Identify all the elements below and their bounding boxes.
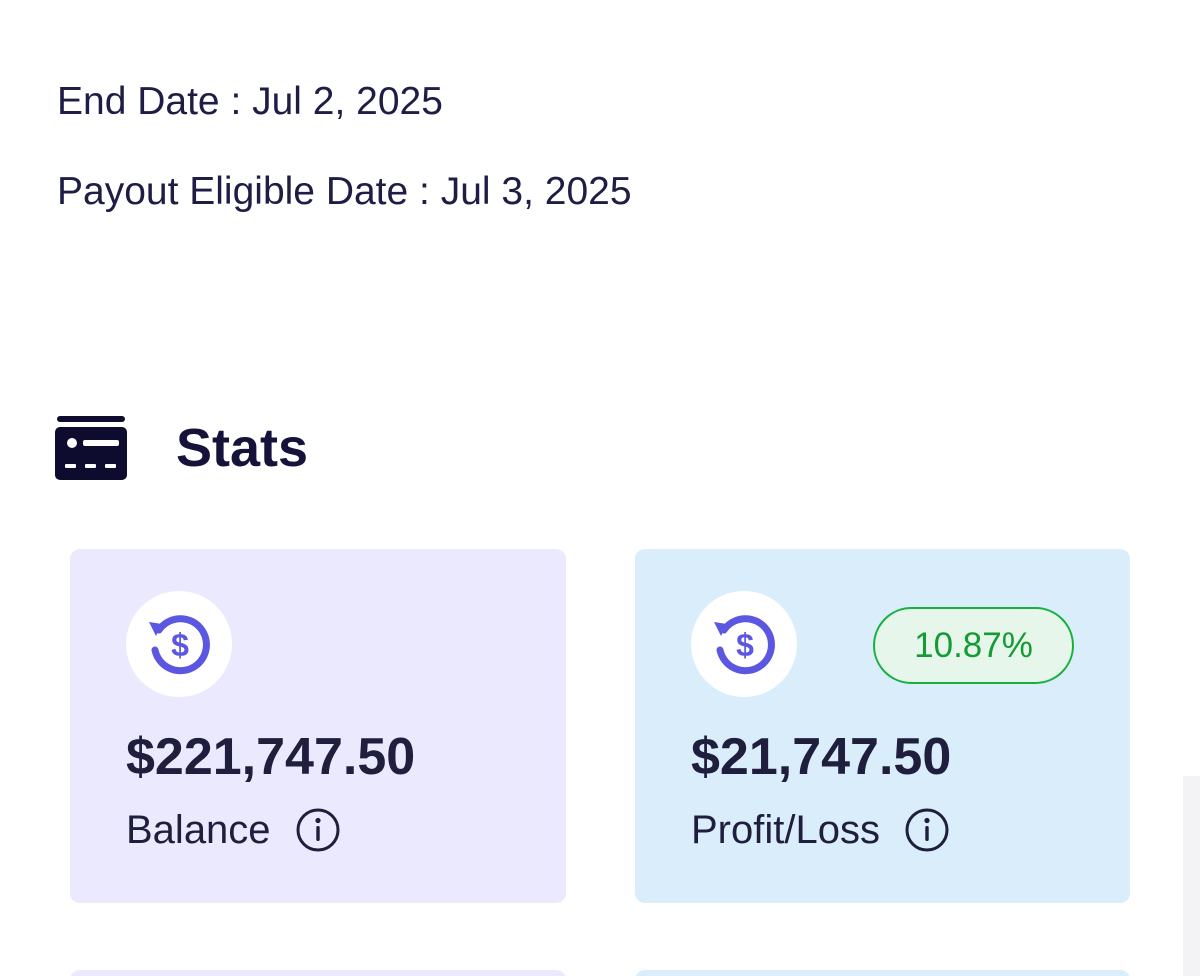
profit-percent-badge: 10.87% (873, 607, 1074, 684)
info-icon[interactable] (295, 807, 341, 853)
dollar-refresh-icon: $ (714, 615, 775, 675)
balance-coin-badge: $ (126, 591, 232, 697)
svg-text:$: $ (736, 627, 754, 663)
profit-loss-coin-badge: $ (691, 591, 797, 697)
profit-loss-label: Profit/Loss (691, 808, 880, 852)
next-card-peek-left (70, 970, 566, 976)
balance-amount: $221,747.50 (126, 728, 416, 786)
dollar-refresh-icon: $ (149, 615, 210, 675)
stats-title: Stats (176, 418, 309, 478)
scroll-edge (1183, 776, 1200, 976)
profit-loss-card: $ 10.87% $21,747.50 Profit/Loss (635, 549, 1130, 903)
stats-header: Stats (55, 416, 308, 480)
id-card-icon (55, 416, 127, 480)
balance-card: $ $221,747.50 Balance (70, 549, 566, 903)
end-date: End Date : Jul 2, 2025 (57, 80, 443, 123)
balance-label: Balance (126, 808, 271, 852)
profit-loss-label-row: Profit/Loss (691, 805, 950, 855)
balance-label-row: Balance (126, 805, 341, 855)
info-icon[interactable] (904, 807, 950, 853)
next-card-peek-right (635, 970, 1130, 976)
profit-loss-amount: $21,747.50 (691, 728, 952, 786)
payout-eligible-date: Payout Eligible Date : Jul 3, 2025 (57, 170, 632, 213)
svg-text:$: $ (171, 627, 189, 663)
